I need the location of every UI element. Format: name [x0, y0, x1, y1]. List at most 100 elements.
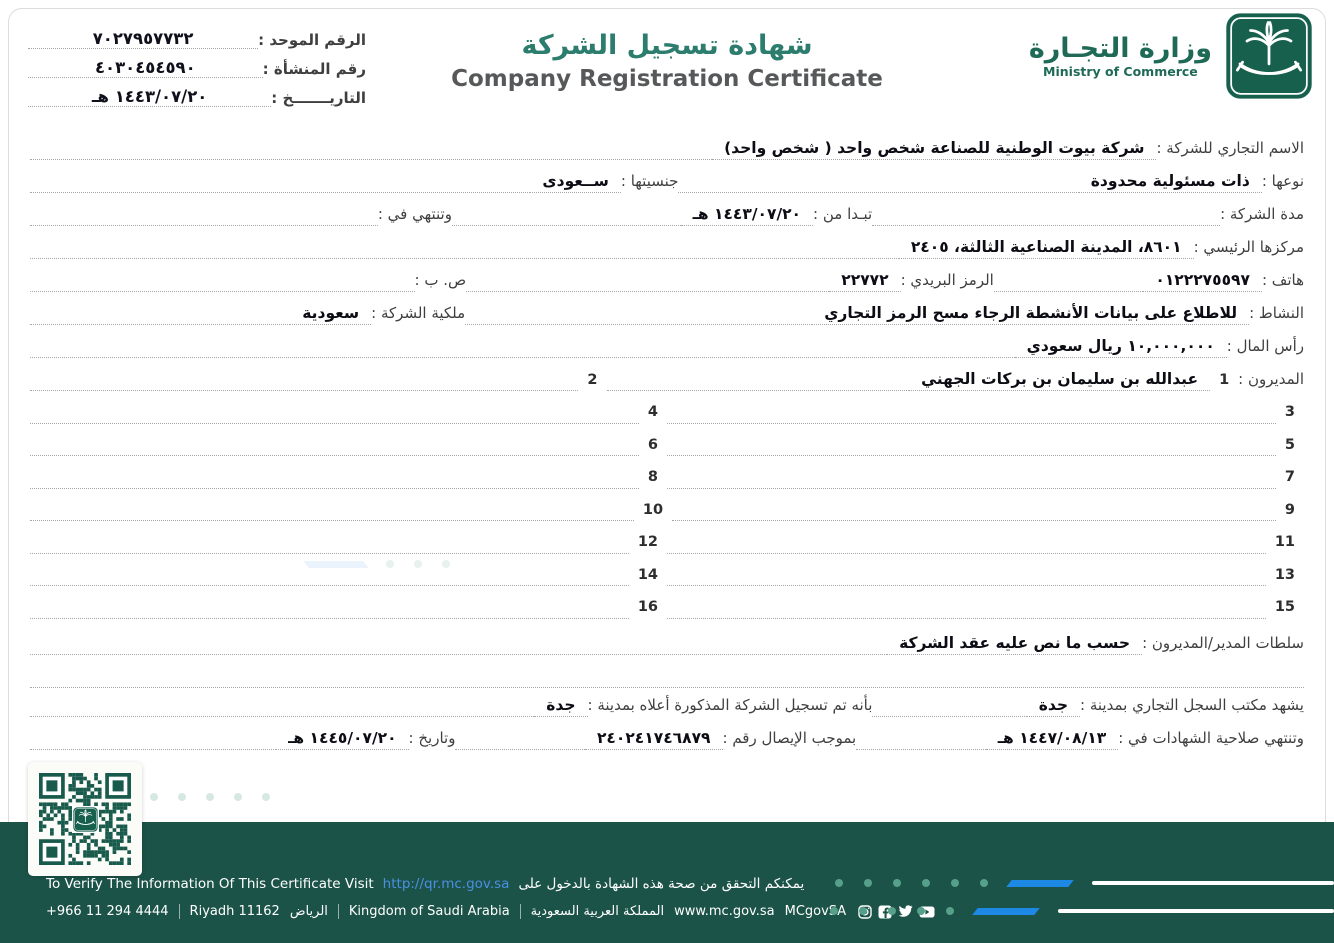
registered-city-label: بأنه تم تسجيل الشركة المذكورة أعلاه بمدي… — [587, 696, 873, 715]
footer-city-english: Riyadh 11162 — [189, 904, 280, 919]
manager-slot-number: 13 — [1274, 566, 1295, 583]
manager-slot-number: 3 — [1284, 404, 1295, 421]
trade-name-label: الاسم التجاري للشركة : — [1156, 139, 1304, 158]
footer-country-arabic: المملكة العربية السعودية — [530, 904, 665, 919]
empty-dotted-row — [30, 662, 1304, 688]
white-line — [1092, 881, 1334, 885]
contact-row: +966 11 294 4444 Riyadh 11162 الرياض Kin… — [46, 904, 935, 919]
duration-label: مدة الشركة : — [1220, 205, 1304, 224]
verify-text-arabic: يمكنكم التحقق من صحة هذه الشهادة بالدخول… — [518, 876, 805, 892]
phone-label: هاتف : — [1261, 271, 1304, 290]
trade-name-value: شركة بيوت الوطنية للصناعة شخص واحد ( شخص… — [712, 137, 1157, 160]
end-date-label: وتنتهي في : — [377, 205, 452, 224]
cert-office-city-value: جدة — [1026, 694, 1081, 717]
qr-center-emblem-icon — [73, 807, 98, 832]
verify-text-english: To Verify The Information Of This Certif… — [46, 876, 374, 892]
qr-card — [28, 762, 142, 876]
manager-slot-number: 2 — [587, 371, 598, 388]
certificate-meta: الرقم الموحد : ٧٠٢٧٩٥٧٧٣٢ رقم المنشأة : … — [28, 20, 366, 107]
validity-value: ١٤٤٧/٠٨/١٣ هـ — [985, 727, 1119, 750]
footer-phone: +966 11 294 4444 — [46, 904, 169, 919]
title-arabic: شهادة تسجيل الشركة — [521, 30, 813, 61]
nationality-value: ســعودى — [530, 170, 621, 193]
manager-slot-row: 9 10 — [30, 495, 1304, 521]
manager-slot-number: 15 — [1274, 599, 1295, 616]
manager-slot-number: 1 — [1219, 371, 1230, 388]
footer-decoration-row-1 — [835, 879, 1334, 887]
registration-cities-row: يشهد مكتب السجل التجاري بمدينة : جدة بأن… — [30, 691, 1304, 717]
company-type-label: نوعها : — [1261, 172, 1304, 191]
activity-value: للاطلاع على بيانات الأنشطة الرجاء مسح ال… — [812, 302, 1250, 325]
manager-slot-number: 5 — [1284, 436, 1295, 453]
manager-slot-number: 11 — [1274, 534, 1295, 551]
issue-date-row: التاريـــــــخ : ١٤٤٣/٠٧/٢٠ هـ — [28, 78, 366, 107]
watermark-dots — [150, 793, 270, 801]
manager-slot-row: 13 14 — [30, 560, 1304, 586]
footer-decoration-row-2 — [830, 907, 1334, 915]
manager-slot-row: 3 4 — [30, 398, 1304, 424]
unified-number-row: الرقم الموحد : ٧٠٢٧٩٥٧٧٣٢ — [28, 20, 366, 49]
entity-number-value: ٤٠٣٠٤٥٤٥٩٠ — [94, 58, 196, 77]
authority-label: سلطات المدير/المديرون : — [1142, 634, 1304, 653]
capital-row: رأس المال : ١٠,٠٠٠,٠٠٠ ريال سعودي — [30, 332, 1304, 358]
pobox-label: ص. ب : — [414, 271, 467, 290]
manager-slot-number: 10 — [642, 501, 664, 518]
company-type-value: ذات مسئولية محدودة — [1078, 170, 1262, 193]
validity-label: وتنتهي صلاحية الشهادات في : — [1118, 729, 1304, 748]
manager-slot-row: 5 6 — [30, 430, 1304, 456]
ownership-label: ملكية الشركة : — [371, 304, 466, 323]
postal-code-label: الرمز البريدي : — [900, 271, 994, 290]
manager-slot-row: المديرون : 1 عبدالله بن سليمان بن بركات … — [30, 365, 1304, 391]
headquarters-label: مركزها الرئيسي : — [1193, 238, 1304, 257]
trade-name-row: الاسم التجاري للشركة : شركة بيوت الوطنية… — [30, 134, 1304, 160]
ministry-emblem-icon — [1224, 12, 1314, 100]
registered-city-value: جدة — [534, 694, 588, 717]
headquarters-value: ٨٦٠١، المدينة الصناعية الثالثة، ٢٤٠٥ — [898, 236, 1194, 259]
manager-slot-number: 14 — [637, 566, 658, 583]
authority-value: حسب ما نص عليه عقد الشركة — [887, 632, 1143, 655]
manager-slot-row: 15 16 — [30, 593, 1304, 619]
qr-code[interactable] — [39, 773, 131, 865]
managers-label: المديرون : — [1238, 370, 1304, 389]
manager-name-value: عبدالله بن سليمان بن بركات الجهني — [909, 368, 1211, 391]
manager-slot-number: 12 — [637, 534, 658, 551]
issue-date-label: التاريـــــــخ : — [271, 89, 366, 107]
watermark-ghost — [70, 560, 450, 568]
receipt-date-label: وتاريخ : — [408, 729, 456, 748]
manager-slot-number: 8 — [647, 469, 658, 486]
twitter-icon[interactable] — [898, 905, 913, 918]
footer-website[interactable]: www.mc.gov.sa — [674, 904, 775, 919]
activity-ownership-row: النشاط : للاطلاع على بيانات الأنشطة الرج… — [30, 299, 1304, 325]
ministry-name-english: Ministry of Commerce — [1043, 64, 1198, 80]
blue-dash — [972, 907, 1040, 915]
postal-code-value: ٢٢٧٧٢ — [829, 269, 901, 292]
type-nationality-row: نوعها : ذات مسئولية محدودة جنسيتها : ســ… — [30, 167, 1304, 193]
unified-number-label: الرقم الموحد : — [258, 31, 366, 49]
verify-link[interactable]: http://qr.mc.gov.sa — [382, 876, 510, 892]
receipt-number-label: بموجب الإيصال رقم : — [722, 729, 857, 748]
manager-slot-number: 4 — [647, 404, 658, 421]
manager-slot-row: 11 12 — [30, 528, 1304, 554]
validity-receipt-row: وتنتهي صلاحية الشهادات في : ١٤٤٧/٠٨/١٣ ه… — [30, 724, 1304, 750]
capital-label: رأس المال : — [1226, 337, 1304, 356]
ministry-name-arabic: وزارة التجـارة — [1028, 32, 1212, 64]
activity-label: النشاط : — [1249, 304, 1304, 323]
manager-slot-number: 16 — [637, 599, 658, 616]
manager-slot-number: 7 — [1284, 469, 1295, 486]
blue-dash — [1006, 879, 1074, 887]
unified-number-value: ٧٠٢٧٩٥٧٧٣٢ — [92, 29, 194, 48]
verify-row: To Verify The Information Of This Certif… — [46, 876, 804, 892]
start-date-value: ١٤٤٣/٠٧/٢٠ هـ — [680, 203, 814, 226]
certificate-title: شهادة تسجيل الشركة Company Registration … — [428, 30, 906, 92]
footer-country-english: Kingdom of Saudi Arabia — [348, 904, 510, 919]
manager-slot-row: 7 8 — [30, 463, 1304, 489]
nationality-label: جنسيتها : — [620, 172, 679, 191]
manager-slot-number: 9 — [1284, 501, 1295, 518]
authority-row: سلطات المدير/المديرون : حسب ما نص عليه ع… — [30, 629, 1304, 655]
entity-number-row: رقم المنشأة : ٤٠٣٠٤٥٤٥٩٠ — [28, 49, 366, 78]
cert-office-city-label: يشهد مكتب السجل التجاري بمدينة : — [1080, 696, 1304, 715]
manager-slot-number: 6 — [647, 436, 658, 453]
receipt-date-value: ١٤٤٥/٠٧/٢٠ هـ — [276, 727, 409, 750]
white-line — [1058, 909, 1334, 913]
